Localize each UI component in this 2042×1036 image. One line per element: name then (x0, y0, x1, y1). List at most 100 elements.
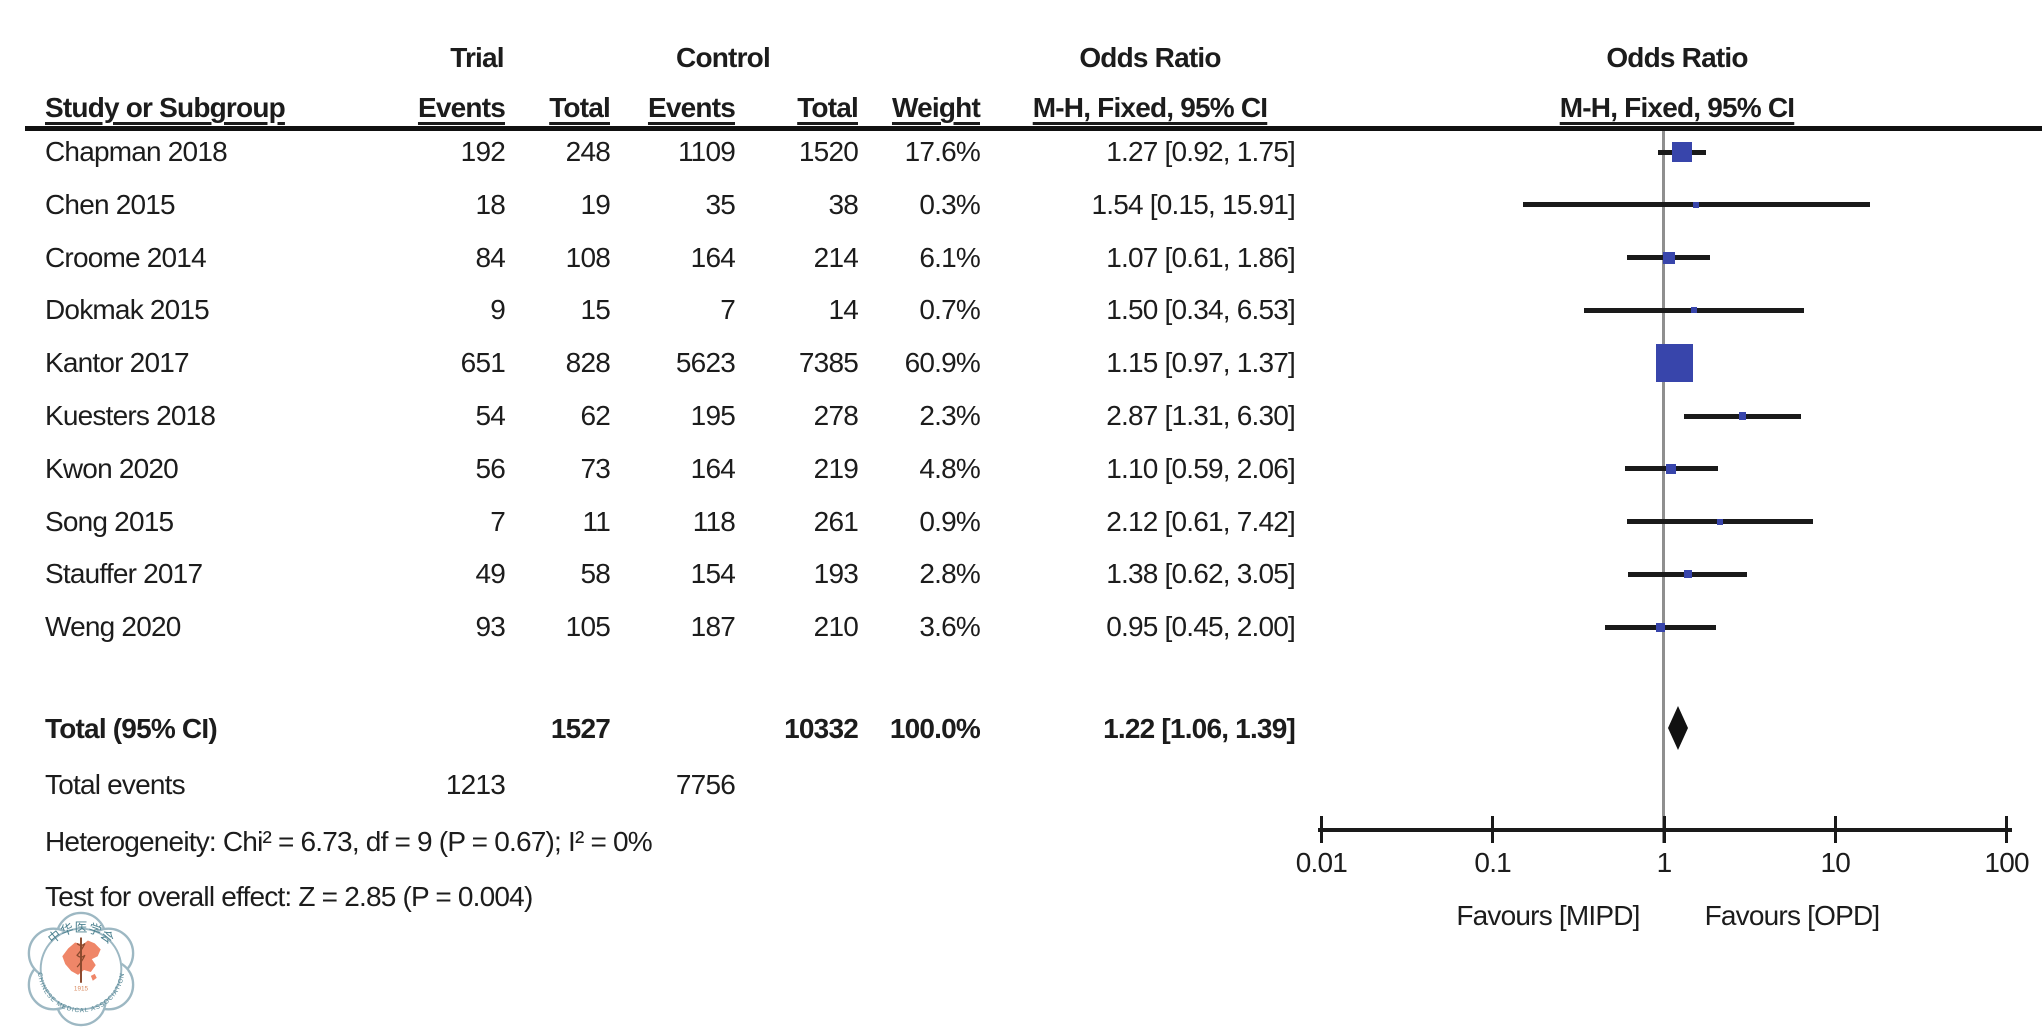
weight-value: 4.8% (919, 452, 980, 484)
col-header-trial-total: Total (549, 92, 611, 123)
col-header-control-total: Total (797, 92, 859, 123)
trial-total-value: 828 (565, 347, 611, 379)
effect-square (1691, 307, 1698, 314)
trial-total-value: 248 (565, 136, 611, 167)
trial-total-value: 11 (582, 505, 611, 537)
axis-tick-label: 0.1 (1474, 847, 1511, 878)
study-name: Kwon 2020 (45, 452, 179, 484)
logo-island (90, 973, 97, 981)
study-name: Chapman 2018 (45, 136, 228, 167)
logo-year: 1915 (74, 986, 89, 993)
col-header-control-events: Events (647, 92, 736, 123)
weight-value: 0.7% (919, 294, 980, 326)
weight-value: 2.8% (919, 558, 980, 590)
trial-total-value: 108 (565, 241, 611, 273)
axis-tick-label: 1 (1656, 847, 1673, 878)
overall-effect-note: Test for overall effect: Z = 2.85 (P = 0… (45, 881, 533, 912)
chinese-medical-association-logo: 中华医学会 CHINESE MEDICAL ASSOCIATION 1915 (27, 911, 135, 1027)
trial-total-value: 105 (565, 611, 611, 643)
control-events-value: 195 (690, 400, 736, 431)
trial-events-value: 56 (475, 452, 505, 484)
trial-events-value: 192 (460, 136, 506, 167)
control-total-value: 1520 (798, 136, 859, 167)
col-header-weight: Weight (891, 92, 981, 123)
or-ci-value: 1.27 [0.92, 1.75] (1106, 136, 1296, 167)
study-name: Dokmak 2015 (45, 294, 210, 326)
axis-tick-label: 0.01 (1295, 847, 1348, 878)
trial-events-value: 9 (490, 294, 506, 326)
col-header-mh-fixed-plot: M-H, Fixed, 95% CI (1559, 92, 1795, 123)
effect-square (1683, 570, 1692, 579)
header-rule (25, 126, 2042, 131)
control-events-value: 164 (690, 452, 736, 484)
weight-value: 0.9% (919, 505, 980, 537)
total-weight: 100.0% (889, 713, 981, 744)
control-total-value: 7385 (798, 347, 859, 379)
axis-tick (2005, 816, 2009, 843)
or-ci-value: 0.95 [0.45, 2.00] (1106, 611, 1296, 643)
heterogeneity-note: Heterogeneity: Chi² = 6.73, df = 9 (P = … (45, 826, 653, 857)
effect-square (1665, 463, 1677, 475)
control-events-value: 154 (690, 558, 736, 590)
axis-tick-label: 10 (1820, 847, 1851, 878)
axis-tick (1833, 816, 1837, 843)
col-header-trial-events: Events (417, 92, 506, 123)
effect-square (1693, 201, 1700, 208)
total-row-label: Total (95% CI) (45, 713, 218, 744)
col-header-mh-fixed-text: M-H, Fixed, 95% CI (1032, 92, 1268, 123)
trial-events-value: 84 (475, 241, 505, 273)
study-name: Croome 2014 (45, 241, 207, 273)
control-total-value: 210 (813, 611, 859, 643)
weight-value: 2.3% (919, 400, 980, 431)
total-control-total: 10332 (784, 713, 859, 744)
study-name: Kuesters 2018 (45, 400, 216, 431)
trial-events-value: 54 (475, 400, 505, 431)
or-ci-value: 1.50 [0.34, 6.53] (1106, 294, 1296, 326)
or-ci-value: 1.38 [0.62, 3.05] (1106, 558, 1296, 590)
trial-total-value: 73 (580, 452, 610, 484)
control-events-value: 118 (692, 505, 736, 537)
col-header-study: Study or Subgroup (45, 92, 286, 123)
control-total-value: 219 (813, 452, 859, 484)
axis-tick-label: 100 (1984, 847, 2029, 878)
column-group-odds-ratio-plot: Odds Ratio (1606, 42, 1748, 73)
effect-square (1655, 344, 1694, 382)
trial-total-value: 58 (580, 558, 610, 590)
effect-square (1671, 141, 1692, 163)
total-events-label: Total events (45, 769, 186, 800)
effect-square (1663, 251, 1675, 264)
control-total-value: 38 (828, 188, 858, 220)
study-name: Song 2015 (45, 505, 174, 537)
control-total-value: 214 (813, 241, 859, 273)
study-name: Weng 2020 (45, 611, 181, 643)
study-name: Kantor 2017 (45, 347, 190, 379)
weight-value: 60.9% (904, 347, 981, 379)
column-group-odds-ratio-text: Odds Ratio (1079, 42, 1221, 73)
total-events-control: 7756 (675, 769, 736, 800)
total-trial-total: 1527 (550, 713, 611, 744)
weight-value: 3.6% (919, 611, 980, 643)
study-name: Chen 2015 (45, 188, 176, 220)
control-events-value: 35 (705, 188, 735, 220)
favours-right-label: Favours [OPD] (1704, 900, 1881, 931)
trial-total-value: 19 (580, 188, 610, 220)
logo-serpent (76, 942, 86, 968)
axis-tick (1662, 816, 1666, 843)
weight-value: 0.3% (919, 188, 980, 220)
trial-events-value: 49 (475, 558, 505, 590)
control-events-value: 187 (690, 611, 736, 643)
effect-square (1716, 518, 1723, 525)
or-ci-value: 1.15 [0.97, 1.37] (1106, 347, 1296, 379)
study-name: Stauffer 2017 (45, 558, 203, 590)
control-total-value: 261 (813, 505, 859, 537)
total-or-ci: 1.22 [1.06, 1.39] (1103, 713, 1296, 744)
trial-events-value: 93 (475, 611, 505, 643)
control-total-value: 278 (813, 400, 859, 431)
or-ci-value: 2.12 [0.61, 7.42] (1106, 505, 1296, 537)
column-group-trial: Trial (450, 42, 504, 73)
control-total-value: 193 (813, 558, 859, 590)
trial-events-value: 7 (490, 505, 506, 537)
weight-value: 6.1% (919, 241, 980, 273)
or-ci-value: 1.54 [0.15, 15.91] (1091, 188, 1295, 220)
